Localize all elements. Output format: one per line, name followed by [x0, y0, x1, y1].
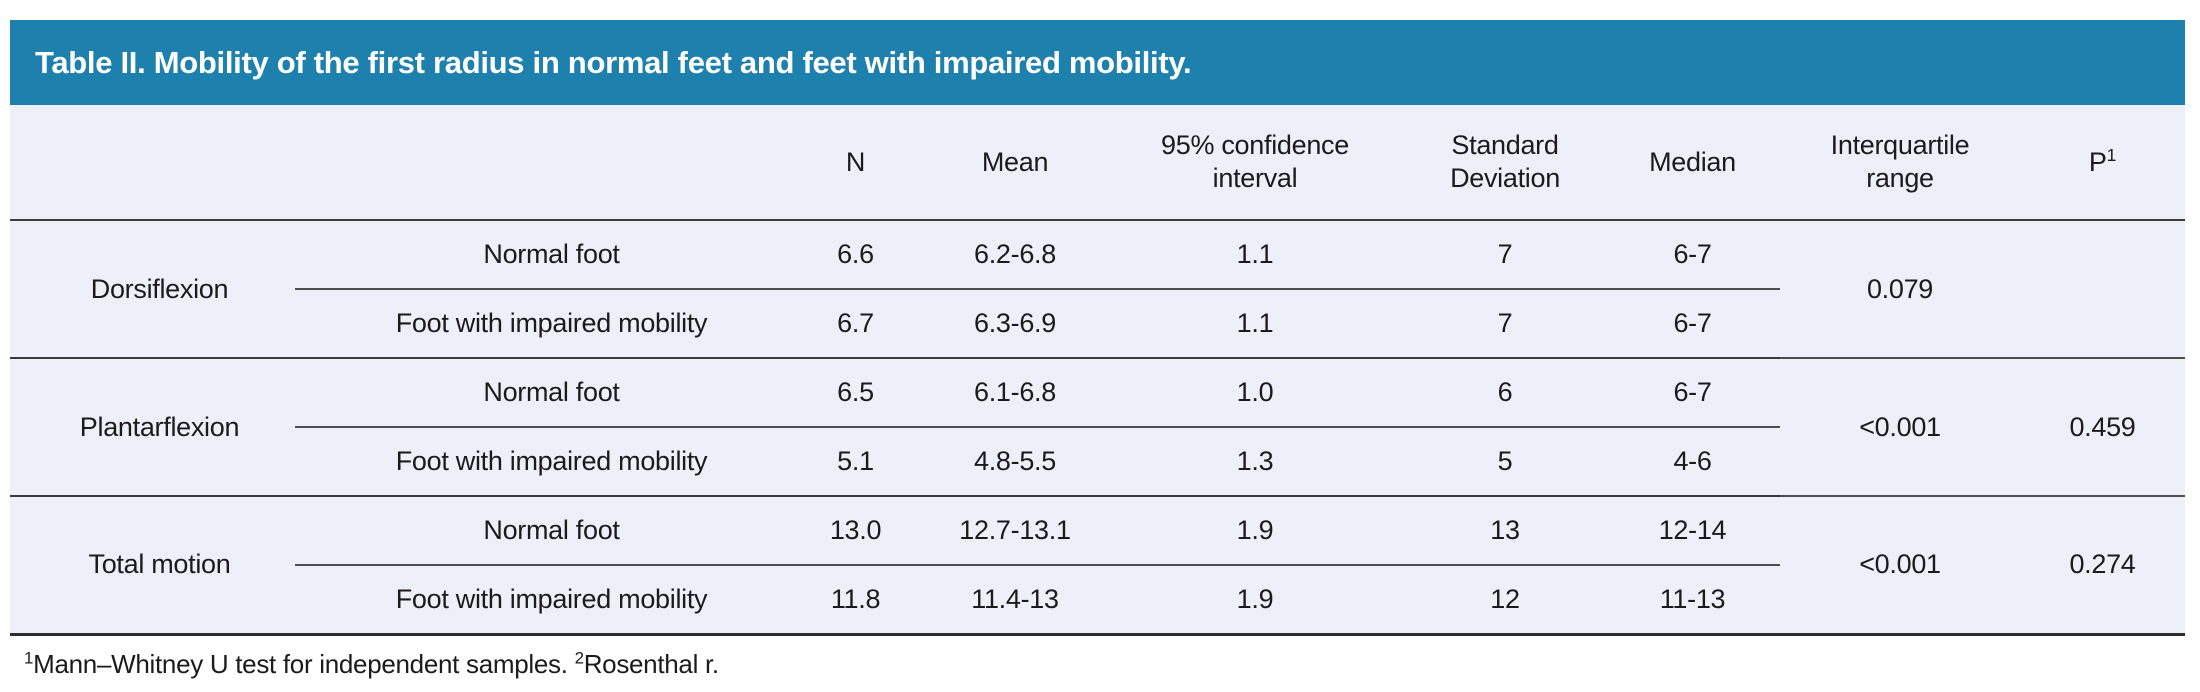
table-footnote: 1Mann–Whitney U test for independent sam… — [10, 649, 2185, 680]
n-cell: 13.0 — [786, 495, 925, 566]
column-header-standard-deviation: Standard Deviation — [1405, 105, 1605, 221]
n-cell: 6.7 — [837, 308, 874, 338]
sd-cell: 7 — [1497, 308, 1513, 338]
header-row: N Mean 95% confidence interval Standard … — [10, 105, 2185, 221]
p-superscript: 1 — [2106, 144, 2117, 165]
footnote-2-superscript: 2 — [574, 647, 584, 667]
median-cell: 12-14 — [1605, 495, 1780, 566]
median-cell: 6-7 — [1605, 357, 1780, 428]
group-label-plantarflexion: Plantarflexion — [10, 357, 295, 496]
n-cell: 6.5 — [786, 357, 925, 428]
mean-cell: 6.3-6.9 — [974, 308, 1056, 338]
ci-cell: 1.9 — [1236, 583, 1274, 614]
footnote-1-text: Mann–Whitney U test for independent samp… — [33, 648, 575, 679]
column-header-confidence-interval: 95% confidence interval — [1105, 105, 1405, 221]
sd-cell: 6 — [1405, 357, 1605, 428]
column-header-mean: Mean — [925, 105, 1105, 221]
sd-cell: 5 — [1497, 446, 1513, 476]
header-group-spacer — [10, 105, 295, 221]
condition-cell: Normal foot — [295, 357, 786, 428]
column-header-p: P1 — [2020, 105, 2185, 221]
footnote-2-text: Rosenthal r. — [583, 648, 719, 679]
mean-cell: 4.8-5.5 — [974, 446, 1056, 476]
ci-cell: 1.1 — [1105, 219, 1405, 290]
footnote-1-superscript: 1 — [24, 647, 34, 667]
ci-cell: 1.1 — [1236, 308, 1274, 338]
column-header-interquartile-range: Interquartile range — [1780, 105, 2020, 221]
median-cell: 11-13 — [1659, 583, 1726, 614]
table-title: Table II. Mobility of the first radius i… — [35, 44, 1192, 80]
iqr-cell: 0.079 — [1780, 219, 2020, 359]
table-row: Plantarflexion Normal foot 6.5 6.1-6.8 1… — [10, 357, 2185, 497]
table-row: Total motion Normal foot 13.0 12.7-13.1 … — [10, 495, 2185, 635]
mean-cell: 6.1-6.8 — [925, 357, 1105, 428]
table-row: Foot with impaired mobility 5.1 4.8-5.5 … — [10, 427, 2185, 496]
header-condition-spacer — [295, 105, 786, 221]
sd-cell: 12 — [1490, 583, 1520, 614]
ci-cell: 1.0 — [1105, 357, 1405, 428]
median-cell: 6-7 — [1605, 219, 1780, 290]
condition-cell: Foot with impaired mobility — [395, 446, 708, 476]
group-label-total-motion: Total motion — [10, 495, 295, 634]
mean-cell: 6.2-6.8 — [925, 219, 1105, 290]
p-cell: 0.274 — [2020, 495, 2185, 635]
column-header-median: Median — [1605, 105, 1780, 221]
condition-cell: Normal foot — [295, 219, 786, 290]
median-cell: 6-7 — [1673, 308, 1712, 338]
condition-cell: Foot with impaired mobility — [395, 308, 708, 338]
condition-cell: Normal foot — [295, 495, 786, 566]
table-row: Dorsiflexion Normal foot 6.6 6.2-6.8 1.1… — [10, 219, 2185, 359]
condition-cell: Foot with impaired mobility — [395, 583, 708, 614]
median-cell: 4-6 — [1673, 446, 1712, 476]
n-cell: 6.6 — [786, 219, 925, 290]
ci-cell: 1.3 — [1236, 446, 1274, 476]
sd-cell: 7 — [1405, 219, 1605, 290]
mobility-stats-table: N Mean 95% confidence interval Standard … — [10, 105, 2185, 636]
mean-cell: 12.7-13.1 — [925, 495, 1105, 566]
table-row: Foot with impaired mobility 11.8 11.4-13… — [10, 565, 2185, 634]
p-cell: 0.459 — [2020, 357, 2185, 497]
iqr-cell: <0.001 — [1780, 495, 2020, 635]
table-figure: Table II. Mobility of the first radius i… — [10, 20, 2185, 680]
table-title-bar: Table II. Mobility of the first radius i… — [10, 20, 2185, 105]
ci-cell: 1.9 — [1105, 495, 1405, 566]
n-cell: 5.1 — [837, 446, 874, 476]
n-cell: 11.8 — [830, 583, 881, 614]
group-label-dorsiflexion: Dorsiflexion — [10, 219, 295, 358]
iqr-cell: <0.001 — [1780, 357, 2020, 497]
table-row: Foot with impaired mobility 6.7 6.3-6.9 … — [10, 289, 2185, 358]
column-header-n: N — [786, 105, 925, 221]
sd-cell: 13 — [1405, 495, 1605, 566]
mean-cell: 11.4-13 — [971, 583, 1059, 614]
p-cell — [2020, 219, 2185, 359]
